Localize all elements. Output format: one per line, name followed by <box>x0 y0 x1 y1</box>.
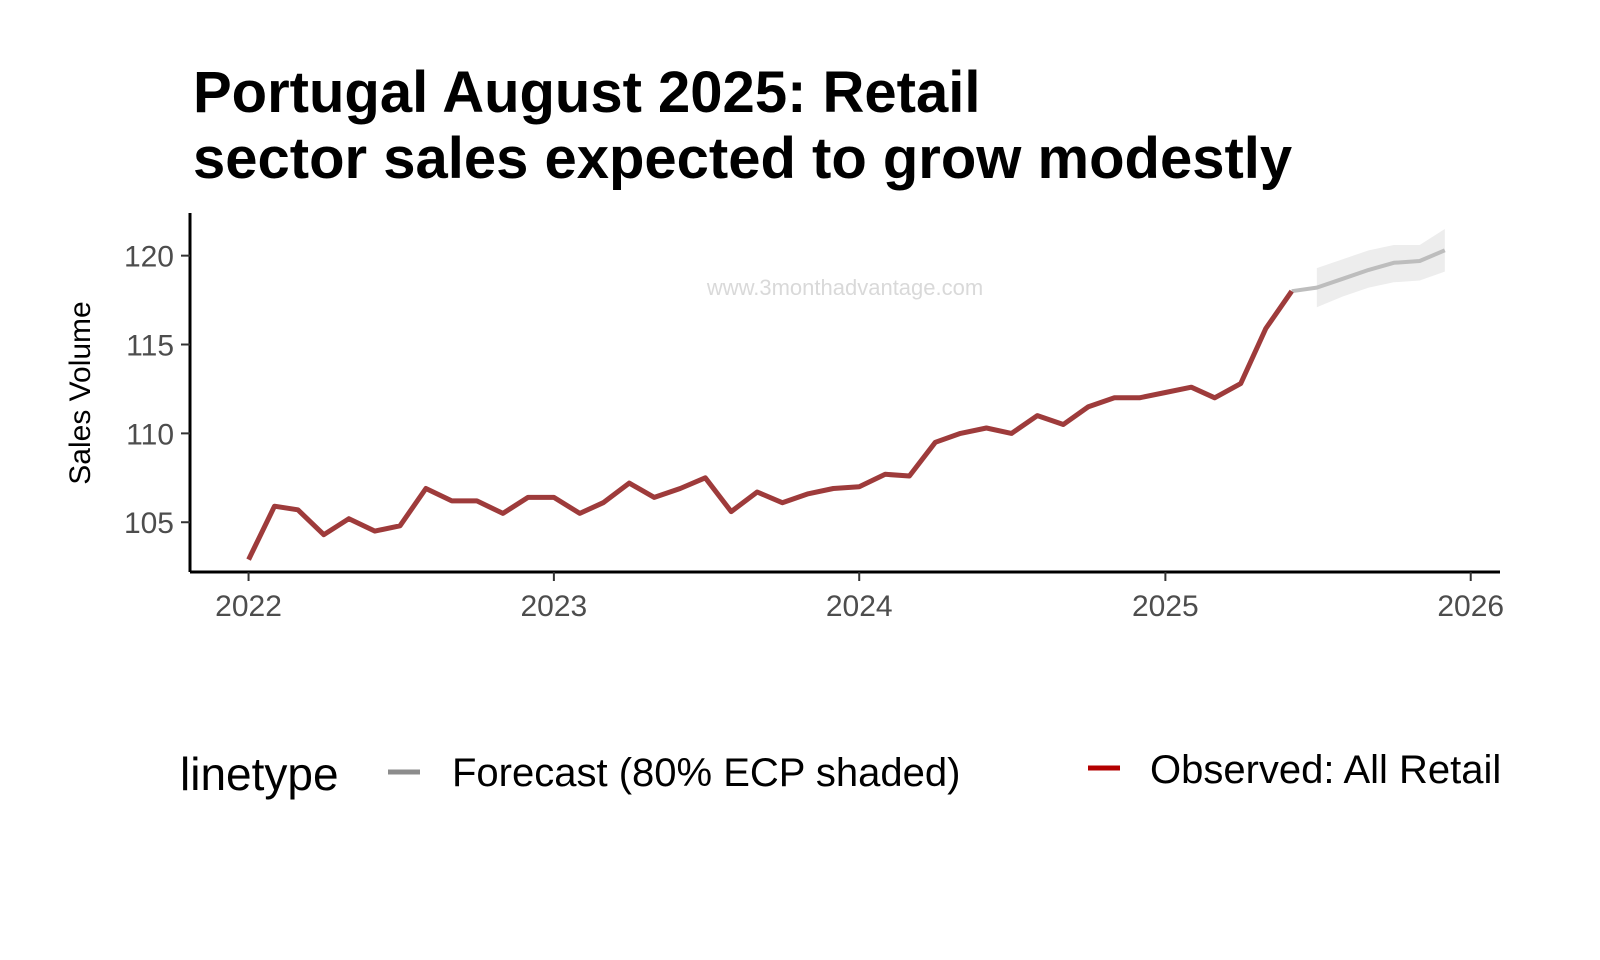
y-tick-label: 105 <box>124 507 174 540</box>
x-tick-label: 2025 <box>1132 590 1199 623</box>
x-tick-label: 2026 <box>1437 590 1504 623</box>
legend: linetype Forecast (80% ECP shaded) Obser… <box>180 748 1501 800</box>
chart-title-line-2: sector sales expected to grow modestly <box>193 126 1293 191</box>
y-tick-label: 120 <box>124 241 174 274</box>
axes: 105 110 115 120 2022 2023 2024 2025 2026 <box>124 213 1504 623</box>
legend-title: linetype <box>180 748 339 800</box>
y-axis-title: Sales Volume <box>64 301 97 484</box>
chart-title: Portugal August 2025: Retail sector sale… <box>193 60 1493 192</box>
x-tick-label: 2023 <box>521 590 588 623</box>
chart-title-line-1: Portugal August 2025: Retail <box>193 60 981 125</box>
x-tick-label: 2022 <box>215 590 282 623</box>
y-tick-label: 110 <box>126 418 174 451</box>
observed-series-line <box>246 289 1294 561</box>
legend-observed-label: Observed: All Retail <box>1150 748 1501 792</box>
watermark: www.3monthadvantage.com <box>706 275 983 300</box>
legend-forecast-label: Forecast (80% ECP shaded) <box>452 751 960 795</box>
y-tick-label: 115 <box>126 330 174 363</box>
series-line-layer <box>246 248 1446 561</box>
x-tick-label: 2024 <box>826 590 893 623</box>
forecast-series-line <box>1291 248 1446 294</box>
